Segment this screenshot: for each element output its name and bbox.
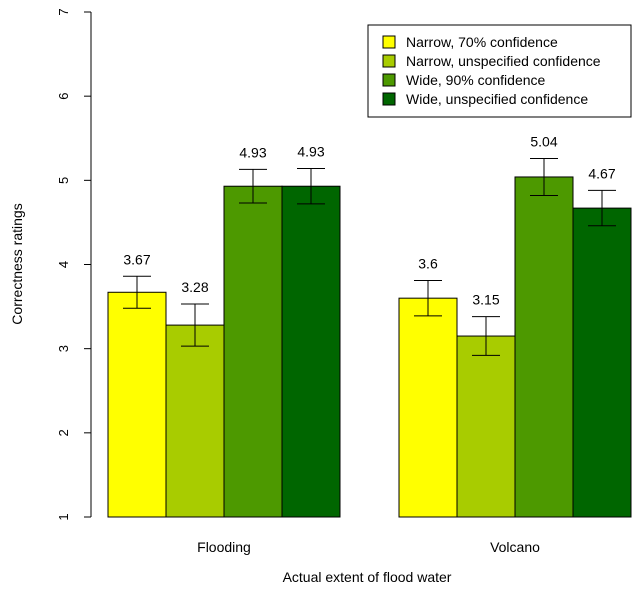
- data-label: 5.04: [530, 133, 557, 149]
- x-tick-label: Flooding: [197, 539, 251, 555]
- y-tick-label: 2: [56, 429, 71, 436]
- data-label: 3.28: [181, 279, 208, 295]
- y-tick-label: 4: [56, 261, 71, 268]
- bar: [398, 297, 458, 518]
- bar: [281, 185, 341, 518]
- x-tick-label: Volcano: [490, 539, 540, 555]
- x-axis-label: Actual extent of flood water: [283, 569, 452, 585]
- bar: [165, 324, 225, 518]
- legend-box: [367, 24, 632, 118]
- y-tick-label: 6: [56, 93, 71, 100]
- y-tick-label: 5: [56, 177, 71, 184]
- data-label: 3.67: [123, 251, 150, 267]
- legend: Narrow, 70% confidence Narrow, unspecifie…: [367, 24, 632, 118]
- legend-swatch: [382, 54, 396, 68]
- y-axis: 1 2 3 4 5 6 7: [56, 8, 92, 521]
- x-tick-labels: Flooding Volcano: [197, 539, 540, 555]
- data-label: 4.93: [239, 144, 266, 160]
- legend-swatch: [382, 92, 396, 106]
- legend-label: Wide, unspecified confidence: [406, 91, 588, 107]
- legend-swatch: [382, 73, 396, 87]
- bar: [107, 291, 167, 518]
- legend-swatch: [382, 35, 396, 49]
- legend-label: Wide, 90% confidence: [406, 72, 546, 88]
- bar: [572, 207, 632, 518]
- data-label: 4.67: [588, 165, 615, 181]
- data-label: 4.93: [297, 144, 324, 160]
- bar: [514, 176, 574, 518]
- y-tick-label: 1: [56, 513, 71, 520]
- y-tick-label: 3: [56, 345, 71, 352]
- data-label: 3.15: [472, 292, 499, 308]
- y-axis-label: Correctness ratings: [9, 203, 25, 324]
- legend-label: Narrow, unspecified confidence: [406, 53, 601, 69]
- data-label: 3.6: [418, 255, 438, 271]
- bar: [456, 335, 516, 518]
- bars: 3.67 3.28 4.93 4.93 3.6 3.15 5.04 4.67: [107, 133, 632, 518]
- bar: [223, 185, 283, 518]
- legend-label: Narrow, 70% confidence: [406, 34, 558, 50]
- y-tick-label: 7: [56, 8, 71, 15]
